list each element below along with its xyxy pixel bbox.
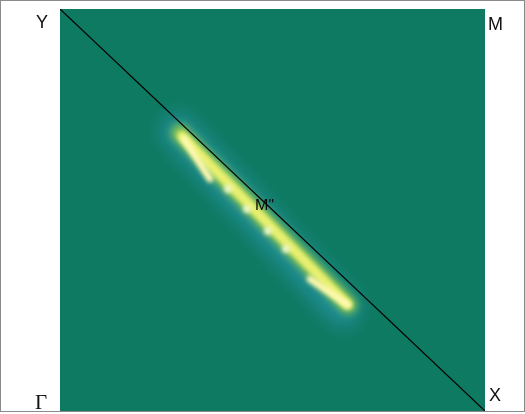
corner-label-bottom-left: Γ <box>35 390 48 414</box>
corner-label-top-right: M <box>488 14 503 34</box>
center-point-label: M" <box>255 197 275 214</box>
bright-feature <box>161 114 360 326</box>
intensity-map-svg <box>60 9 485 411</box>
intensity-map <box>60 9 485 411</box>
diagonal-line <box>60 9 485 411</box>
corner-label-bottom-right: X <box>489 385 502 405</box>
corner-label-top-left: Y <box>36 12 49 32</box>
